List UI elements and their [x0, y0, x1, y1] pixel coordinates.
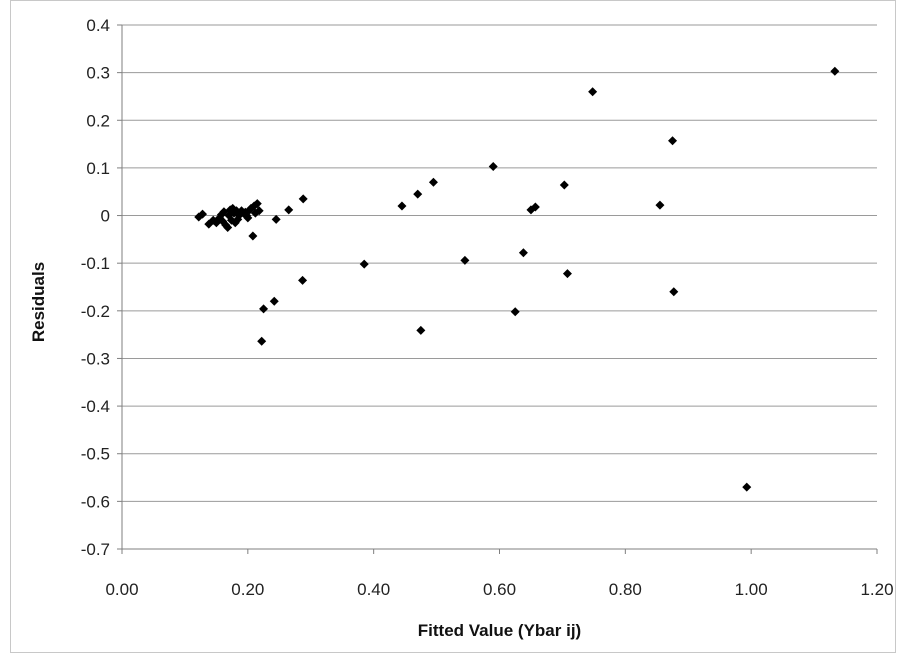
data-point	[198, 209, 208, 219]
data-point	[248, 231, 258, 241]
y-tick-label: -0.1	[81, 254, 110, 273]
data-point	[259, 304, 269, 314]
data-point	[359, 259, 369, 269]
y-tick-label: 0	[101, 207, 110, 226]
data-point	[460, 255, 470, 265]
y-tick-label: -0.2	[81, 302, 110, 321]
data-point	[655, 200, 665, 210]
x-tick-label: 1.00	[735, 580, 768, 599]
data-point	[416, 325, 426, 335]
data-point	[397, 201, 407, 211]
y-axis-title: Residuals	[29, 262, 48, 342]
data-point	[559, 180, 569, 190]
data-point	[669, 287, 679, 297]
data-point	[252, 199, 262, 209]
data-point	[488, 161, 498, 171]
x-tick-label: 0.60	[483, 580, 516, 599]
x-tick-label: 0.40	[357, 580, 390, 599]
data-point	[830, 66, 840, 76]
data-point	[243, 213, 253, 223]
y-tick-label: -0.5	[81, 445, 110, 464]
data-points	[194, 66, 840, 492]
data-point	[223, 222, 233, 232]
data-point	[518, 248, 528, 258]
y-tick-label: 0.2	[86, 111, 110, 130]
data-point	[510, 307, 520, 317]
chart-frame	[10, 0, 896, 653]
tick-labels: 0.4 0.3 0.2 0.1 0 -0.1 -0.2 -0.3 -0.4 -0.5 -0.6 -0.…	[81, 16, 894, 599]
data-point	[588, 87, 598, 97]
x-axis-title: Fitted Value (Ybar ij)	[418, 621, 581, 640]
y-tick-label: -0.3	[81, 349, 110, 368]
y-tick-label: -0.7	[81, 540, 110, 559]
gridlines	[122, 24, 877, 502]
data-point	[562, 269, 572, 279]
data-point	[284, 205, 294, 215]
x-tick-label: 1.20	[860, 580, 893, 599]
data-point	[298, 194, 308, 204]
data-point	[668, 136, 678, 146]
data-point	[742, 482, 752, 492]
x-tick-label: 0.80	[609, 580, 642, 599]
data-point	[298, 275, 308, 285]
x-tick-label: 0.20	[231, 580, 264, 599]
y-tick-label: -0.6	[81, 492, 110, 511]
data-point	[271, 214, 281, 224]
x-tick-label: 0.00	[105, 580, 138, 599]
y-tick-label: -0.4	[81, 397, 110, 416]
y-tick-label: 0.3	[86, 64, 110, 83]
data-point	[428, 177, 438, 187]
axes	[117, 24, 878, 554]
data-point	[530, 202, 540, 212]
data-point	[257, 336, 267, 346]
y-tick-label: 0.4	[86, 16, 110, 35]
data-point	[269, 296, 279, 306]
y-tick-label: 0.1	[86, 159, 110, 178]
data-point	[254, 206, 264, 216]
data-point	[413, 189, 423, 199]
